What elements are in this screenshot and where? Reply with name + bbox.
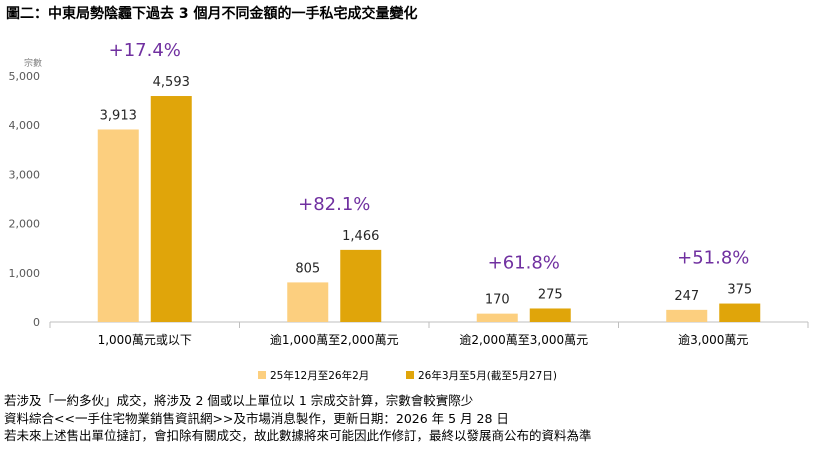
bar — [529, 308, 571, 322]
bar — [287, 282, 329, 322]
y-tick-label: 2,000 — [9, 218, 41, 231]
legend-swatch — [258, 371, 266, 379]
x-tick-label: 逾1,000萬至2,000萬元 — [270, 332, 399, 347]
data-label: 1,466 — [342, 229, 379, 244]
y-tick-label: 4,000 — [9, 119, 41, 132]
data-label: 375 — [727, 283, 752, 298]
bar — [719, 303, 761, 322]
y-tick-label: 0 — [33, 316, 40, 329]
x-tick-label: 逾3,000萬元 — [678, 332, 748, 347]
y-tick-label: 5,000 — [9, 70, 41, 83]
bar — [150, 96, 192, 322]
legend-label: 25年12月至26年2月 — [270, 369, 369, 382]
data-label: 275 — [538, 287, 563, 302]
x-tick-label: 逾2,000萬至3,000萬元 — [459, 332, 588, 347]
data-label: 247 — [674, 289, 699, 304]
change-label: +51.8% — [677, 248, 749, 269]
bar — [476, 313, 518, 322]
bar — [340, 249, 382, 322]
bar — [666, 309, 708, 322]
y-tick-label: 1,000 — [9, 267, 41, 280]
bar — [97, 129, 139, 322]
x-tick-label: 1,000萬元或以下 — [98, 333, 192, 347]
change-label: +61.8% — [488, 252, 560, 273]
footnote-2: 資料綜合<<一手住宅物業銷售資訊網>>及市場消息製作，更新日期：2026 年 5… — [4, 410, 509, 426]
legend-label: 26年3月至5月(截至5月27日) — [418, 369, 557, 382]
footnotes: 若涉及「一約多伙」成交，將涉及 2 個或以上單位以 1 宗成交計算，宗數會較實際… — [4, 392, 592, 445]
y-axis-label: 宗數 — [24, 57, 42, 69]
data-label: 805 — [295, 261, 320, 276]
chart-title: 圖二：中東局勢陰霾下過去 3 個月不同金額的一手私宅成交量變化 — [6, 6, 418, 22]
legend-swatch — [406, 371, 414, 379]
change-label: +82.1% — [298, 194, 370, 215]
footnote-3: 若未來上述售出單位撻訂，會扣除有關成交，故此數據將來可能因此作修訂，最終以發展商… — [4, 428, 592, 443]
change-label: +17.4% — [109, 40, 181, 61]
data-label: 3,913 — [100, 108, 137, 123]
data-label: 170 — [485, 293, 510, 308]
data-label: 4,593 — [153, 75, 190, 90]
bar-chart: 宗數 0 1,000 2,000 3,000 4,000 5,000 1,000萬元或以下 3,… — [9, 40, 809, 382]
y-tick-label: 3,000 — [9, 168, 41, 181]
footnote-1: 若涉及「一約多伙」成交，將涉及 2 個或以上單位以 1 宗成交計算，宗數會較實際… — [4, 393, 474, 408]
